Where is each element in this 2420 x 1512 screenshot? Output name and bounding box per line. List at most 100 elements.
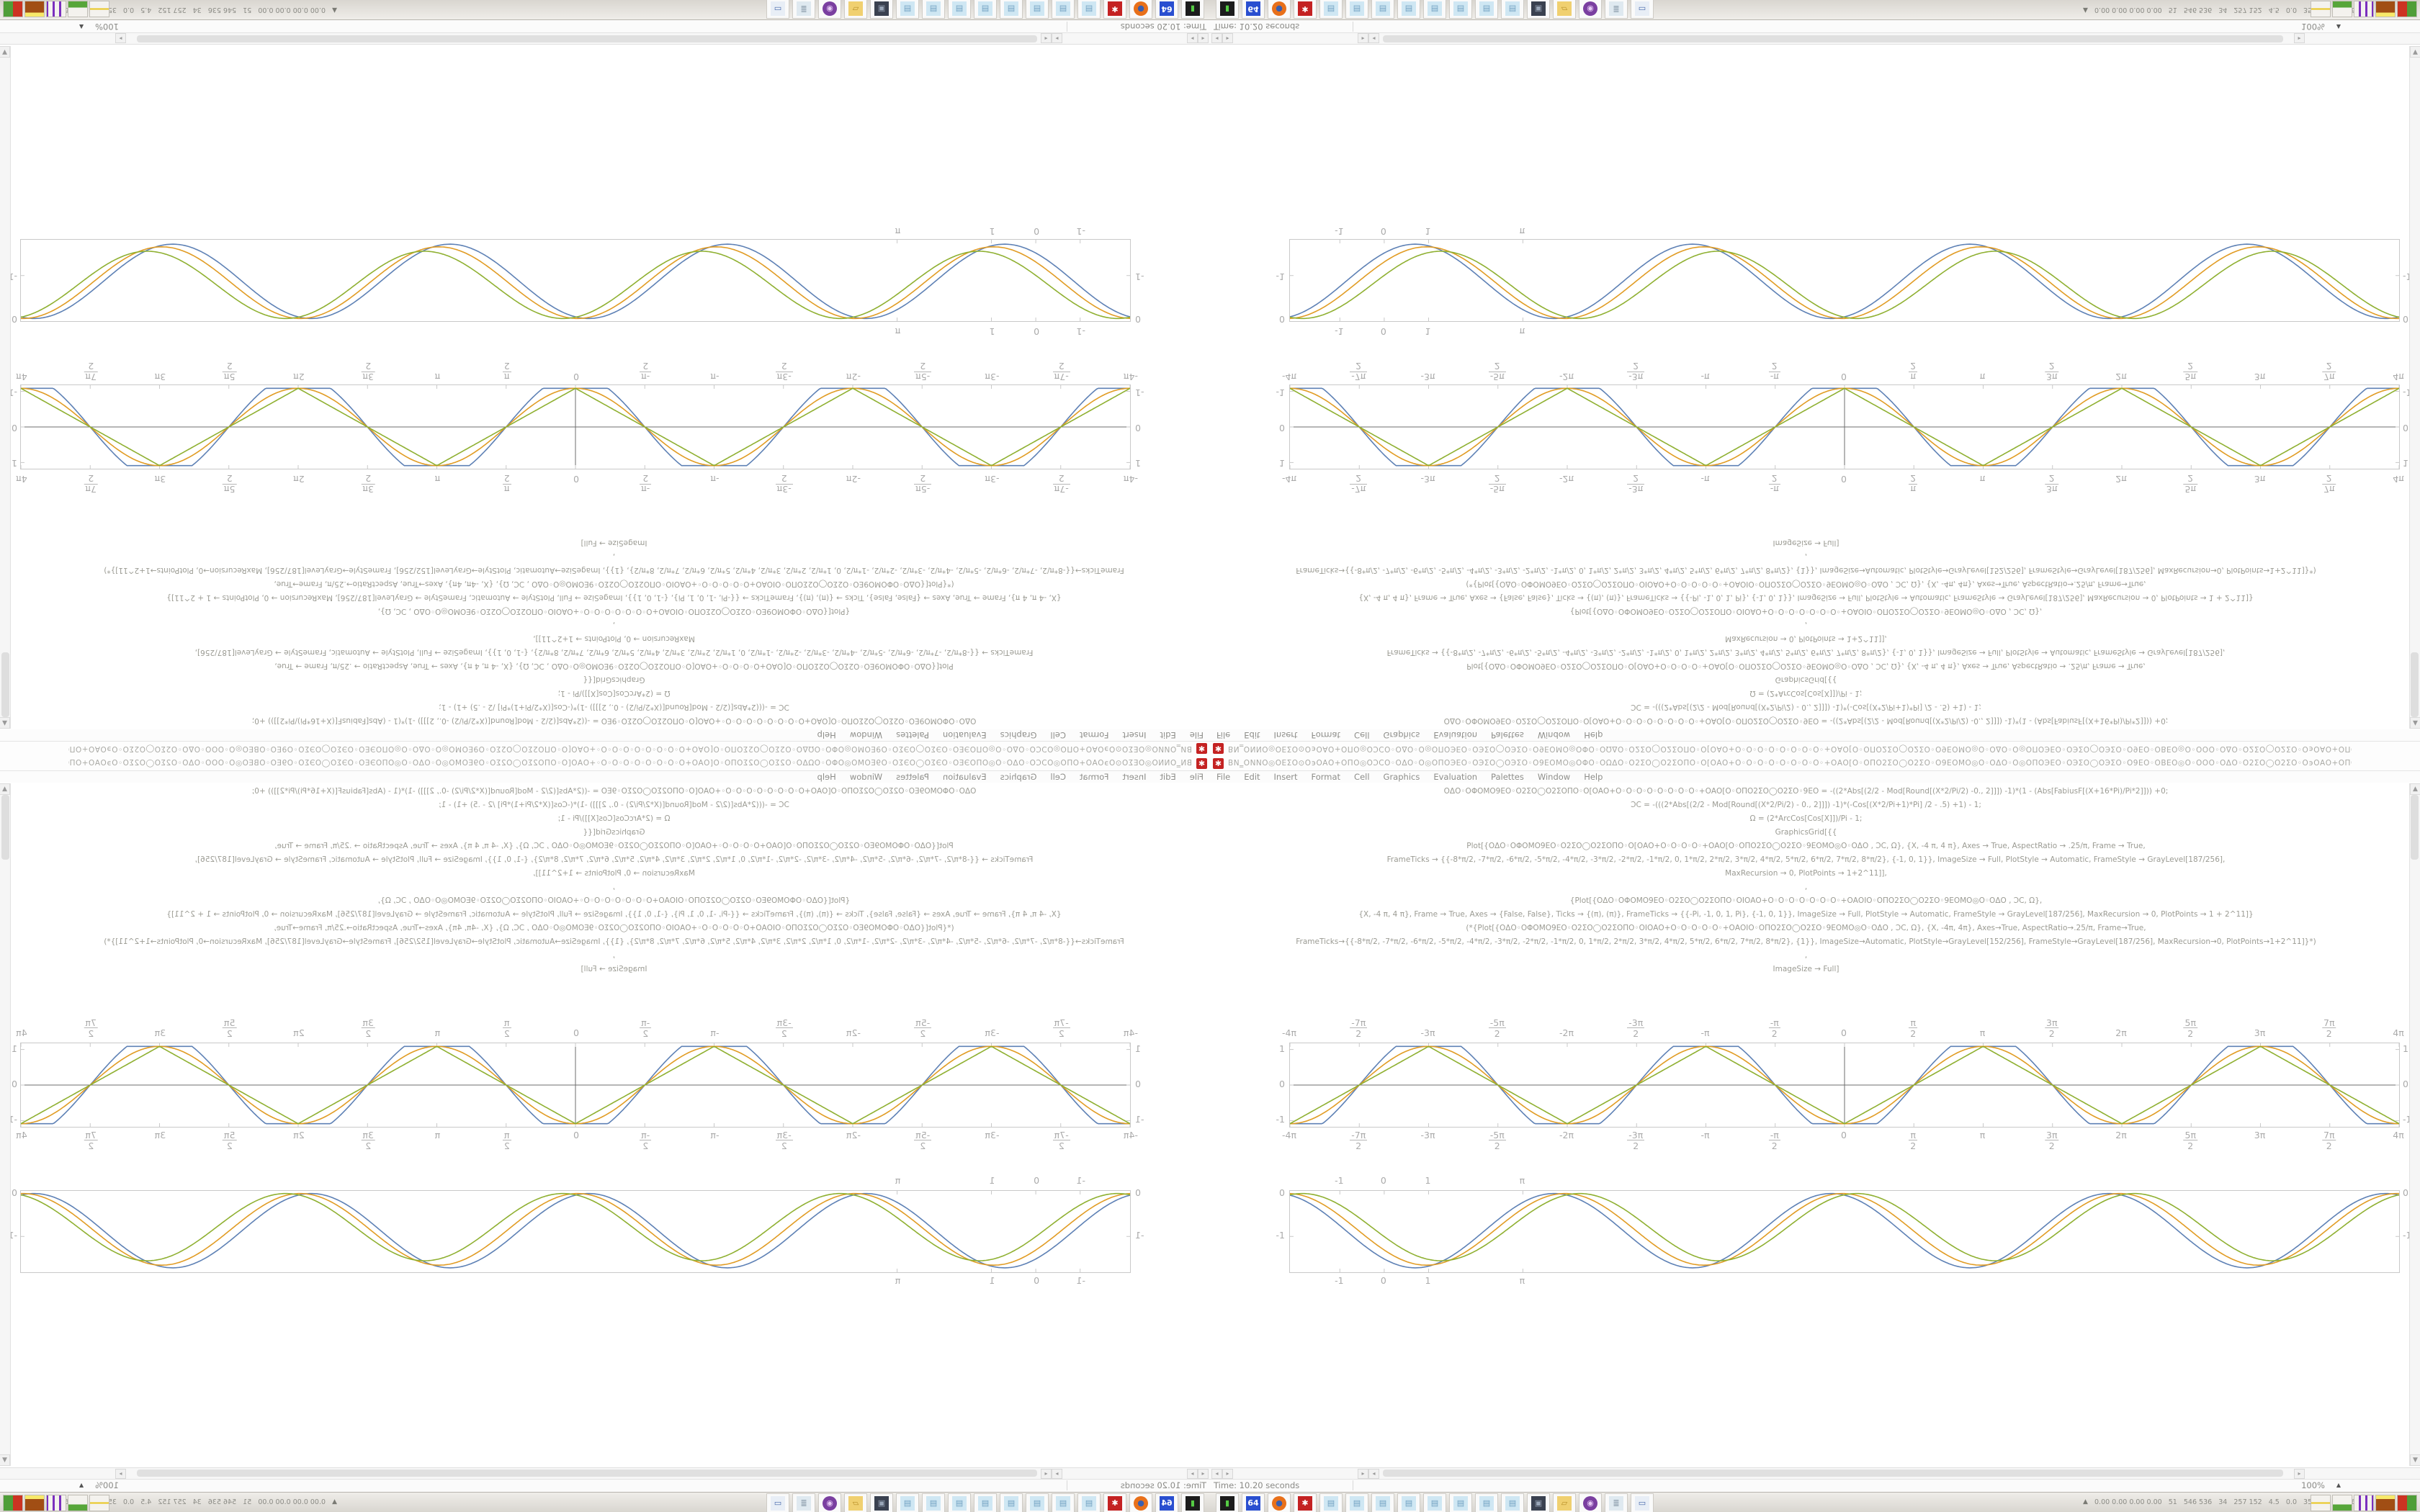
menu-file[interactable]: File [1189, 772, 1204, 782]
tray-chevron-icon[interactable]: ▲ [2083, 1498, 2088, 1506]
menu-cell[interactable]: Cell [1354, 772, 1370, 782]
floppy64-icon[interactable]: 64 [1242, 1493, 1265, 1512]
scroll-left-icon[interactable]: ◂ [1198, 33, 1209, 43]
pane-split-back-icon[interactable]: ◂ [1368, 33, 1379, 43]
tray-graph-red-green[interactable] [2397, 1495, 2417, 1511]
notepad-icon[interactable]: ▤ [948, 0, 971, 19]
tray-graph-red-green[interactable] [2397, 1, 2417, 17]
notepad-icon[interactable]: ▤ [1501, 0, 1524, 19]
purple-app-icon[interactable]: ◉ [1579, 1493, 1602, 1512]
red-gear-icon[interactable]: ✱ [1294, 1493, 1317, 1512]
tray-graph-yellow-line[interactable] [89, 1495, 109, 1511]
notepad-icon[interactable]: ▤ [1423, 0, 1446, 19]
firefox-icon[interactable]: ● [1129, 1493, 1152, 1512]
scroll-down-icon[interactable]: ▼ [2410, 1454, 2420, 1466]
scroll-down-icon[interactable]: ▼ [0, 1454, 10, 1466]
menu-format[interactable]: Format [1079, 730, 1109, 740]
magnification-value[interactable]: 100% [95, 1480, 119, 1490]
scroll-down-icon[interactable]: ▼ [0, 46, 10, 58]
tray-graph-purple-spikes[interactable] [2354, 1495, 2374, 1511]
menu-edit[interactable]: Edit [1244, 772, 1260, 782]
monitor-icon[interactable]: ▣ [1527, 1493, 1550, 1512]
notepad-icon[interactable]: ▤ [1423, 1493, 1446, 1512]
monitor-icon[interactable]: ▣ [870, 0, 893, 19]
window-frame-icon[interactable]: ▭ [766, 0, 789, 19]
notepad-icon[interactable]: ▤ [1077, 0, 1101, 19]
magnification-dropdown-icon[interactable]: ▲ [79, 1482, 84, 1488]
notepad-icon[interactable]: ▤ [922, 0, 945, 19]
tray-chevron-icon[interactable]: ▲ [2083, 6, 2088, 14]
pane-split-fwd-icon[interactable]: ▸ [1052, 33, 1062, 43]
horizontal-scroll-thumb[interactable] [137, 1470, 1037, 1477]
monitor-icon[interactable]: ▣ [870, 1493, 893, 1512]
window-frame-icon[interactable]: ▭ [1631, 1493, 1654, 1512]
pane-split-fwd-icon[interactable]: ▸ [1358, 33, 1368, 43]
horizontal-scrollbar[interactable]: ◂ ▸ ▸ ◂ ▸ [0, 33, 1210, 45]
code-cells[interactable]: ΟΔΟ◦ΟΦΟΜΟ9ΕΟ◦Ο2ΣΟ◯Ο2ΣΟΠΟ◦Ο[ΟΑΟ+Ο◦Ο◦Ο◦Ο◦Ο… [18, 536, 1210, 727]
window-titlebar[interactable]: ✱ ΒΝ‗ΟΝΝΟ◎ΟΕΣΟ⊙Ο϶ΟΑΟ+ΟΠΟ◎ΟϽϹΟ◦ΟΔΟ◦Ο◎ΟΠΟЭ… [1210, 741, 2420, 756]
notepad-icon[interactable]: ▤ [1345, 1493, 1368, 1512]
notepad-icon[interactable]: ▤ [1371, 0, 1394, 19]
vertical-scroll-thumb[interactable] [1, 795, 9, 860]
purple-app-icon[interactable]: ◉ [818, 1493, 841, 1512]
menu-graphics[interactable]: Graphics [1000, 730, 1037, 740]
window-titlebar[interactable]: ✱ ΒΝ‗ΟΝΝΟ◎ΟΕΣΟ⊙Ο϶ΟΑΟ+ΟΠΟ◎ΟϽϹΟ◦ΟΔΟ◦Ο◎ΟΠΟЭ… [0, 756, 1210, 771]
firefox-icon[interactable]: ● [1129, 0, 1152, 19]
pane-split-back-icon[interactable]: ◂ [1368, 1469, 1379, 1479]
window-titlebar[interactable]: ✱ ΒΝ‗ΟΝΝΟ◎ΟΕΣΟ⊙Ο϶ΟΑΟ+ΟΠΟ◎ΟϽϹΟ◦ΟΔΟ◦Ο◎ΟΠΟЭ… [0, 741, 1210, 756]
scroll-document-icon[interactable]: ≣ [1605, 1493, 1628, 1512]
vertical-scroll-thumb[interactable] [1, 652, 9, 717]
tray-graph-red-green[interactable] [3, 1, 23, 17]
purple-app-icon[interactable]: ◉ [1579, 0, 1602, 19]
magnification-value[interactable]: 100% [95, 22, 119, 32]
notepad-icon[interactable]: ▤ [922, 1493, 945, 1512]
notepad-icon[interactable]: ▤ [948, 1493, 971, 1512]
notepad-icon[interactable]: ▤ [1052, 1493, 1075, 1512]
pane-split-back-icon[interactable]: ◂ [1041, 1469, 1052, 1479]
notepad-icon[interactable]: ▤ [1397, 1493, 1420, 1512]
pane-split-fwd-icon[interactable]: ▸ [1052, 1469, 1062, 1479]
scroll-right-end-icon[interactable]: ▸ [2294, 1469, 2305, 1479]
notepad-icon[interactable]: ▤ [1000, 0, 1023, 19]
scroll-up-icon[interactable]: ▲ [0, 717, 10, 729]
menu-edit[interactable]: Edit [1160, 772, 1176, 782]
notepad-icon[interactable]: ▤ [1345, 0, 1368, 19]
scroll-left-icon[interactable]: ◂ [1211, 1469, 1222, 1479]
menu-help[interactable]: Help [817, 772, 836, 782]
folder-icon[interactable]: ▱ [844, 1493, 867, 1512]
menu-help[interactable]: Help [1584, 730, 1603, 740]
notepad-icon[interactable]: ▤ [896, 0, 919, 19]
vertical-scrollbar[interactable]: ▲ ▼ [2409, 783, 2420, 1466]
menu-palettes[interactable]: Palettes [896, 772, 929, 782]
red-gear-icon[interactable]: ✱ [1294, 0, 1317, 19]
tray-graph-brown-block[interactable] [2375, 1495, 2396, 1511]
tray-chevron-icon[interactable]: ▲ [332, 1498, 337, 1506]
firefox-icon[interactable]: ● [1268, 1493, 1291, 1512]
tray-graph-purple-spikes[interactable] [46, 1495, 66, 1511]
tray-graph-brown-block[interactable] [2375, 1, 2396, 17]
menu-window[interactable]: Window [849, 772, 883, 782]
magnification-dropdown-icon[interactable]: ▲ [79, 24, 84, 30]
scroll-up-icon[interactable]: ▲ [0, 783, 10, 795]
horizontal-scrollbar[interactable]: ◂ ▸ ▸ ◂ ▸ [1210, 1467, 2420, 1479]
menu-format[interactable]: Format [1311, 772, 1341, 782]
scroll-down-icon[interactable]: ▼ [2410, 46, 2420, 58]
folder-icon[interactable]: ▱ [844, 0, 867, 19]
tray-graph-red-green[interactable] [3, 1495, 23, 1511]
vertical-scrollbar[interactable]: ▲ ▼ [0, 46, 11, 729]
tray-graph-yellow-line[interactable] [2311, 1, 2331, 17]
drive-icon[interactable]: ▮ [1216, 0, 1239, 19]
menu-help[interactable]: Help [817, 730, 836, 740]
scroll-right-icon[interactable]: ▸ [1222, 1469, 1233, 1479]
menu-graphics[interactable]: Graphics [1383, 730, 1420, 740]
scroll-document-icon[interactable]: ≣ [792, 0, 815, 19]
menu-insert[interactable]: Insert [1273, 730, 1298, 740]
scroll-document-icon[interactable]: ≣ [1605, 0, 1628, 19]
horizontal-scroll-thumb[interactable] [1383, 35, 2283, 42]
scroll-right-end-icon[interactable]: ▸ [2294, 33, 2305, 43]
menu-palettes[interactable]: Palettes [1491, 772, 1524, 782]
drive-icon[interactable]: ▮ [1181, 1493, 1204, 1512]
menu-evaluation[interactable]: Evaluation [1433, 772, 1478, 782]
menu-help[interactable]: Help [1584, 772, 1603, 782]
notepad-icon[interactable]: ▤ [1319, 1493, 1343, 1512]
